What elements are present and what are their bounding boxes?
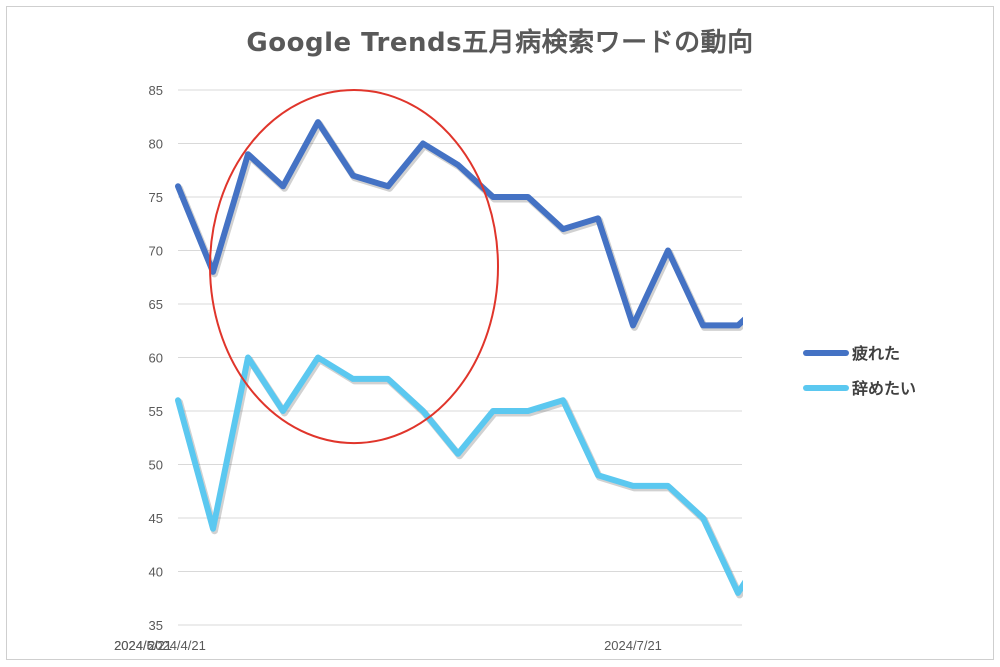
x-tick-label: 2024/4/21 <box>148 638 206 653</box>
x-tick-label: 2024/6/21 <box>114 638 172 653</box>
legend-label: 辞めたい <box>852 379 916 398</box>
series-shadow <box>176 120 743 331</box>
y-tick-label: 75 <box>149 190 163 205</box>
legend-label: 疲れた <box>852 344 900 363</box>
y-tick-label: 40 <box>149 565 163 580</box>
series-shadow <box>176 356 743 599</box>
series-line-tsukareta <box>175 119 743 329</box>
x-tick-label: 2024/7/21 <box>604 638 662 653</box>
series-line-yametai <box>175 354 743 596</box>
x-tick-label: 2024/5/21 <box>114 638 172 653</box>
y-tick-label: 80 <box>149 137 163 152</box>
y-tick-label: 50 <box>149 458 163 473</box>
y-tick-label: 70 <box>149 244 163 259</box>
y-tick-label: 85 <box>149 83 163 98</box>
y-tick-label: 45 <box>149 511 163 526</box>
y-axis-ticks: 35 40 45 50 55 60 65 70 75 80 85 <box>149 83 163 633</box>
series-lines <box>175 119 743 599</box>
y-tick-label: 65 <box>149 297 163 312</box>
chart-frame <box>6 6 994 660</box>
annotations <box>209 88 499 445</box>
highlight-ellipse <box>209 88 499 445</box>
y-tick-label: 35 <box>149 618 163 633</box>
chart-title: Google Trends五月病検索ワードの動向 <box>246 28 754 58</box>
gridlines <box>178 89 742 626</box>
y-tick-label: 55 <box>149 404 163 419</box>
y-tick-label: 60 <box>149 351 163 366</box>
